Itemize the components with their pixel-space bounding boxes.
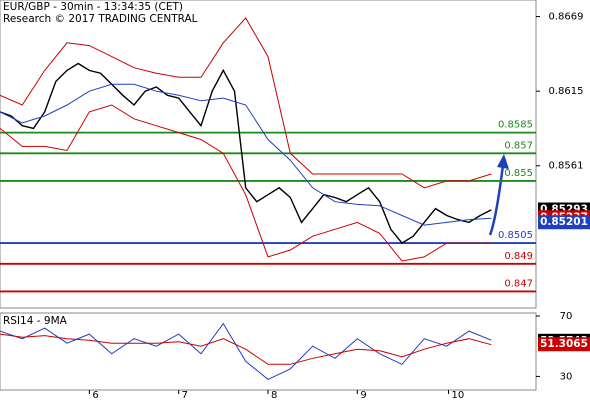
series-line (0, 62, 492, 245)
series-line (0, 104, 492, 262)
projection-arrowhead (497, 154, 509, 169)
series-line (0, 83, 492, 226)
price-tag-label: 0.85201 (540, 216, 588, 228)
x-tick-label: 6 (92, 390, 98, 400)
rsi-panel (0, 312, 537, 391)
x-tick-label: 9 (360, 390, 366, 400)
chart-subtitle: Research © 2017 TRADING CENTRAL (3, 13, 198, 25)
y-tick-label: 70 (560, 311, 573, 322)
y-tick-label: 30 (560, 371, 573, 382)
price-tag (538, 215, 590, 230)
series-line (0, 333, 492, 365)
y-tick-label: 0.8615 (549, 86, 584, 97)
series-line (0, 322, 492, 380)
projection-arrow (488, 164, 505, 236)
price-tag-label: 51.3065 (540, 338, 588, 350)
level-label: 0.855 (504, 168, 533, 179)
y-tick-label: 0.8561 (549, 161, 584, 172)
level-label: 0.857 (504, 140, 533, 151)
x-tick-label: 8 (271, 390, 277, 400)
price-tag (538, 337, 590, 352)
level-label: 0.849 (504, 251, 533, 262)
y-tick-label: 0.8669 (549, 12, 584, 23)
chart-title: EUR/GBP - 30min - 13:34:35 (CET) (3, 1, 183, 13)
level-label: 0.8505 (498, 230, 533, 241)
level-label: 0.847 (504, 278, 533, 289)
level-label: 0.8585 (498, 120, 533, 131)
rsi-title: RSI14 - 9MA (3, 315, 68, 327)
x-tick-label: 10 (452, 390, 465, 400)
series-line (0, 17, 492, 189)
x-tick-label: 7 (182, 390, 188, 400)
